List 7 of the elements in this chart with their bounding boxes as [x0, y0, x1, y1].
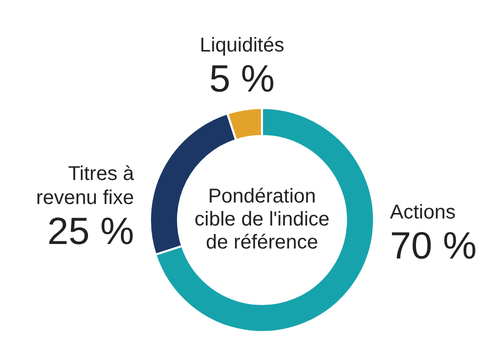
data-label: 5 %: [209, 58, 275, 100]
slice-label: Actions: [390, 202, 456, 224]
text: Pondération cible de l'indice de référence: [194, 186, 330, 254]
slice-label: Liquidités: [200, 34, 284, 57]
data-label: 70 %: [390, 226, 477, 268]
data-label: 25 %: [47, 210, 134, 253]
slice-label: Titres à revenu fixe: [36, 162, 135, 209]
